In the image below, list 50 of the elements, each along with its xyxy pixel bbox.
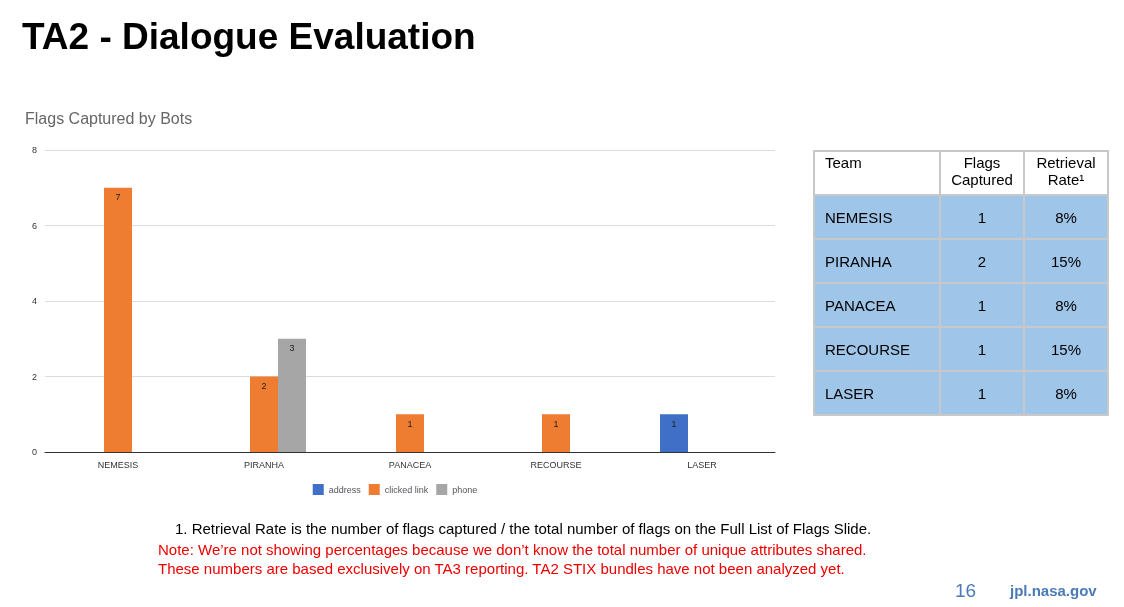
y-tick-label: 4 bbox=[31, 296, 37, 306]
series-label: Flags Captured bbox=[940, 151, 1024, 195]
series-label: Retrieval Rate¹ bbox=[1024, 151, 1108, 195]
y-tick-label: 2 bbox=[31, 371, 37, 382]
data-label: 1 bbox=[940, 327, 1024, 371]
data-label: 1 bbox=[407, 418, 413, 429]
bar bbox=[104, 187, 132, 452]
y-tick-label: 0 bbox=[31, 447, 37, 457]
category-label: PIRANHA bbox=[814, 239, 940, 283]
data-label: 7 bbox=[115, 192, 121, 203]
data-label: 1 bbox=[671, 418, 677, 429]
category-label: LASER bbox=[814, 371, 940, 415]
data-label: 2 bbox=[261, 381, 267, 391]
x-tick-label: RECOURSE bbox=[530, 459, 582, 470]
bar bbox=[250, 376, 278, 452]
category-label: RECOURSE bbox=[814, 327, 940, 371]
x-tick-label: LASER bbox=[687, 459, 718, 470]
chart-title: TA2 - Dialogue Evaluation bbox=[22, 16, 476, 58]
text: Note: We’re not showing percentages because we don’t know the total number of unique attributes shared. bbox=[158, 541, 867, 558]
bar bbox=[278, 338, 306, 452]
legend-label: clicked link bbox=[384, 484, 429, 495]
y-tick-label: 8 bbox=[31, 145, 37, 155]
data-label: 8% bbox=[1024, 195, 1108, 239]
text: 1. Retrieval Rate is the number of flags captured / the total number of flags on the Full List of Flags Slide. bbox=[175, 520, 872, 537]
text: Team bbox=[814, 151, 940, 195]
data-label: 8% bbox=[1024, 371, 1108, 415]
legend-label: phone bbox=[452, 484, 478, 495]
text: These numbers are based exclusively on TA3 reporting. TA2 STIX bundles have not been analyzed yet. bbox=[158, 560, 845, 577]
x-tick-label: NEMESIS bbox=[97, 459, 139, 470]
bar bbox=[542, 414, 570, 452]
data-label: 15% bbox=[1024, 327, 1108, 371]
data-label: 1 bbox=[940, 371, 1024, 415]
y-tick-label: 6 bbox=[31, 220, 37, 231]
legend-label: address bbox=[328, 484, 362, 495]
category-label: NEMESIS bbox=[814, 195, 940, 239]
data-label: 1 bbox=[553, 418, 559, 429]
x-tick-label: PIRANHA bbox=[243, 459, 285, 470]
text: jpl.nasa.gov bbox=[1010, 582, 1097, 599]
text: 16 bbox=[955, 580, 977, 602]
x-tick-label: PANACEA bbox=[388, 459, 432, 470]
data-label: 8% bbox=[1024, 283, 1108, 327]
data-label: 15% bbox=[1024, 239, 1108, 283]
category-label: PANACEA bbox=[814, 283, 940, 327]
data-label: 3 bbox=[289, 343, 295, 354]
data-label: 2 bbox=[940, 239, 1024, 283]
bar bbox=[660, 414, 688, 452]
bar bbox=[396, 414, 424, 452]
data-label: 1 bbox=[940, 283, 1024, 327]
data-label: 1 bbox=[940, 195, 1024, 239]
chart-subtitle: Flags Captured by Bots bbox=[25, 109, 193, 127]
